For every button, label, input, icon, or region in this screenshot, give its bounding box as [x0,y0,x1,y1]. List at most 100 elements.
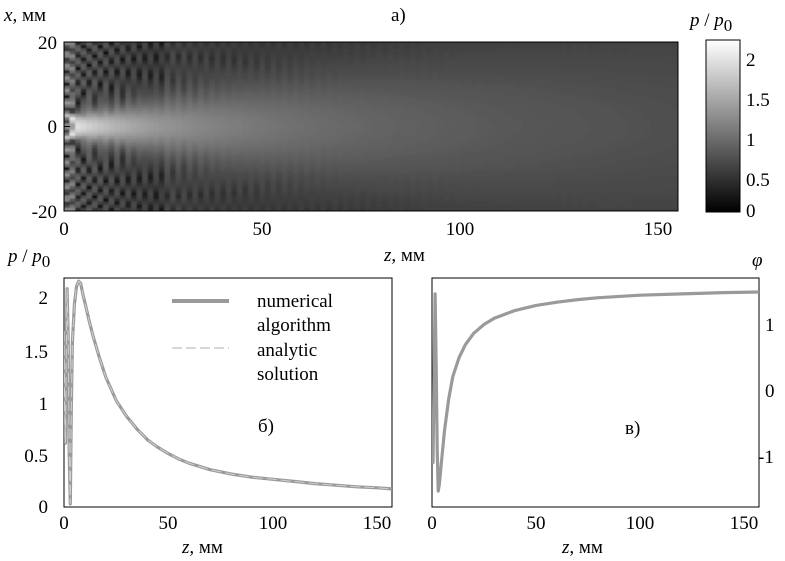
heatmap-cell [75,63,82,68]
heatmap-cell [158,164,166,168]
heatmap-cell [387,54,394,59]
heatmap-cell [527,63,534,68]
heatmap-cell [510,204,517,209]
heatmap-cell [136,120,143,124]
heatmap-cell [371,148,378,153]
heatmap-cell [376,60,383,65]
heatmap-cell [555,151,562,156]
heatmap-cell [538,45,545,49]
heatmap-cell [175,201,182,206]
heatmap-cell [315,73,322,78]
heatmap-cell [538,98,545,103]
heatmap-cell [465,167,473,171]
heatmap-cell [281,120,288,124]
heatmap-cell [304,176,311,181]
heatmap-cell [560,148,567,153]
heatmap-cell [465,135,473,140]
heatmap-cell [264,139,272,143]
heatmap-cell [493,51,500,56]
heatmap-cell [499,173,506,178]
heatmap-cell [309,173,316,178]
heatmap-cell [538,85,545,90]
heatmap-cell [443,151,450,156]
heatmap-cell [86,88,93,93]
heatmap-cell [354,201,361,206]
heatmap-cell [103,126,110,131]
heatmap-cell [471,76,478,81]
heatmap-cell [315,48,322,52]
heatmap-cell [281,198,288,203]
heatmap-cell [125,189,132,193]
heatmap-cell [320,182,327,187]
heatmap-cell [359,129,367,134]
heatmap-cell [320,173,327,178]
heatmap-cell [158,42,166,46]
heatmap-cell [108,189,115,193]
heatmap-cell [147,176,154,181]
heatmap-cell [130,164,138,168]
heatmap-cell [544,107,551,112]
heatmap-cell [482,92,489,96]
heatmap-cell [237,148,244,153]
heatmap-cell [192,101,199,106]
heatmap-cell [114,148,121,153]
heatmap-cell [214,70,221,74]
heatmap-cell [220,167,227,171]
heatmap-cell [415,42,422,46]
heatmap-cell [471,95,478,99]
heatmap-cell [209,132,216,137]
heatmap-cell [359,179,367,184]
heatmap-cell [153,120,160,124]
heatmap-cell [248,170,255,175]
heatmap-cell [276,173,283,178]
heatmap-cell [64,85,71,90]
heatmap-cell [477,129,484,134]
heatmap-cell [186,88,193,93]
heatmap-cell [91,129,99,134]
heatmap-cell [248,120,255,124]
heatmap-cell [432,195,439,200]
heatmap-cell [437,101,445,106]
heatmap-cell [415,57,422,62]
heatmap-cell [549,92,556,96]
heatmap-cell [114,76,121,81]
heatmap-cell [488,135,495,140]
heatmap-cell [326,157,333,162]
heatmap-cell [97,73,104,78]
heatmap-cell [482,198,489,203]
heatmap-cell [175,142,182,146]
heatmap-cell [516,129,523,134]
heatmap-cell [566,95,573,99]
heatmap-cell [410,60,417,65]
heatmap-cell [359,192,367,196]
heatmap-cell [86,98,93,103]
heatmap-cell [387,151,394,156]
heatmap-cell [264,85,272,90]
heatmap-cell [549,157,556,162]
heatmap-cell [404,173,411,178]
heatmap-cell [276,120,283,124]
heatmap-cell [97,195,104,200]
heatmap-cell [538,142,545,146]
heatmap-cell [248,88,255,93]
heatmap-cell [354,129,361,134]
heatmap-cell [532,142,540,146]
heatmap-cell [264,95,272,99]
heatmap-cell [510,92,517,96]
heatmap-cell [382,63,389,68]
heatmap-cell [281,70,288,74]
heatmap-cell [571,95,579,99]
heatmap-cell [532,132,540,137]
heatmap-cell [69,145,76,150]
heatmap-cell [125,157,132,162]
heatmap-cell [192,148,199,153]
heatmap-cell [465,76,473,81]
heatmap-cell [114,167,121,171]
heatmap-cell [125,129,132,134]
heatmap-cell [544,120,551,124]
heatmap-cell [259,185,266,190]
heatmap-cell [359,85,367,90]
heatmap-cell [225,85,233,90]
heatmap-cell [415,154,422,159]
heatmap-cell [75,195,82,200]
